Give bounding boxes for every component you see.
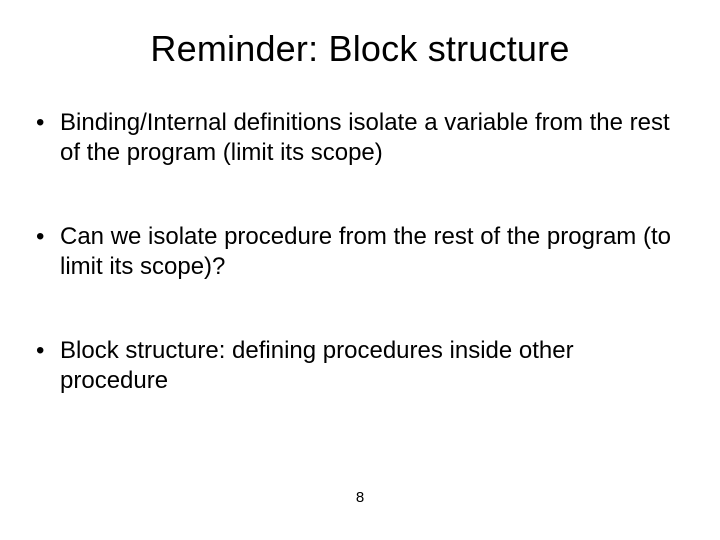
slide-body: Binding/Internal definitions isolate a v… [0,78,720,396]
bullet-list: Binding/Internal definitions isolate a v… [32,108,688,396]
bullet-item: Can we isolate procedure from the rest o… [32,222,688,282]
slide-title: Reminder: Block structure [0,0,720,78]
page-number: 8 [0,489,720,506]
slide: Reminder: Block structure Binding/Intern… [0,0,720,540]
bullet-item: Binding/Internal definitions isolate a v… [32,108,688,168]
bullet-item: Block structure: defining procedures ins… [32,336,688,396]
